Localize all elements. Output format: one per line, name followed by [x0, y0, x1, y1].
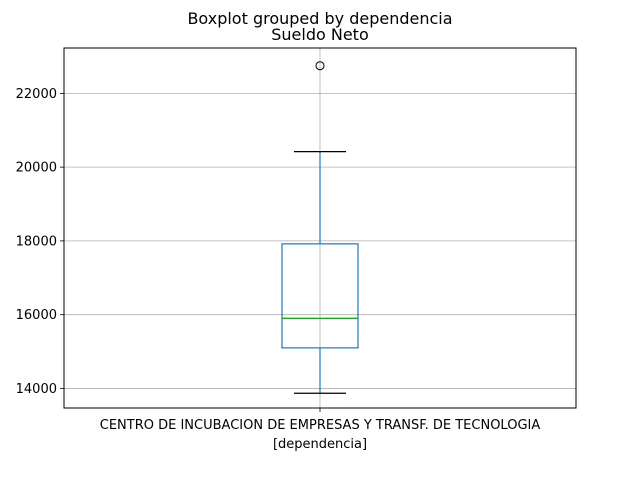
outlier-point — [315, 61, 325, 71]
y-tick-label: 22000 — [16, 87, 57, 102]
box-iqr — [281, 243, 359, 349]
y-tick-label: 16000 — [16, 308, 57, 323]
chart-suptitle: Boxplot grouped by dependencia — [187, 9, 452, 28]
y-tick-label: 20000 — [16, 161, 57, 176]
y-tick-label: 14000 — [16, 382, 57, 397]
x-tick-label: CENTRO DE INCUBACION DE EMPRESAS Y TRANS… — [100, 418, 541, 433]
x-axis-label: [dependencia] — [273, 437, 367, 452]
y-axis-ticks: 14000 16000 18000 20000 22000 — [16, 87, 64, 397]
box-series — [281, 61, 359, 394]
chart-title: Sueldo Neto — [271, 25, 369, 44]
x-axis-ticks: CENTRO DE INCUBACION DE EMPRESAS Y TRANS… — [100, 408, 541, 433]
y-tick-label: 18000 — [16, 234, 57, 249]
